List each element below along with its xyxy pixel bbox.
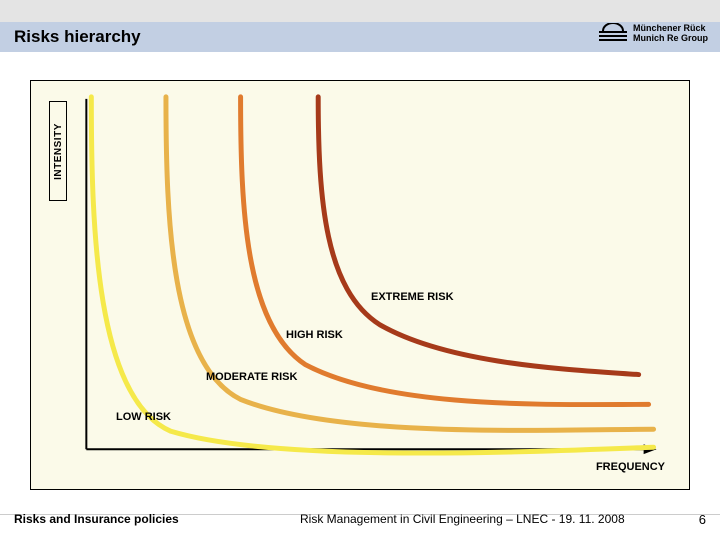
label-extreme: EXTREME RISK xyxy=(371,291,454,303)
y-axis-label-box: INTENSITY xyxy=(49,101,67,201)
x-axis-label: FREQUENCY xyxy=(596,461,665,473)
logo-line2: Munich Re Group xyxy=(633,34,708,44)
axis-arrows xyxy=(86,99,656,454)
footer-left: Risks and Insurance policies xyxy=(14,512,179,526)
top-gray-bar xyxy=(0,0,720,22)
risk-chart: INTENSITY LOW RISK MODERATE RISK HIGH RISK… xyxy=(30,80,690,490)
chart-svg xyxy=(31,81,689,489)
label-moderate: MODERATE RISK xyxy=(206,371,297,383)
footer-right: Risk Management in Civil Engineering – L… xyxy=(300,512,625,526)
logo: Münchener Rück Munich Re Group xyxy=(599,23,708,45)
y-axis-label: INTENSITY xyxy=(53,123,64,180)
slide-title: Risks hierarchy xyxy=(14,27,141,47)
curve-high xyxy=(241,97,649,405)
curve-extreme xyxy=(318,97,638,375)
logo-text: Münchener Rück Munich Re Group xyxy=(633,24,708,44)
slide-footer: Risks and Insurance policies Risk Manage… xyxy=(0,506,720,532)
risk-curves xyxy=(91,97,653,453)
label-high: HIGH RISK xyxy=(286,329,343,341)
slide-header: Risks hierarchy Münchener Rück Munich Re… xyxy=(0,22,720,52)
munich-re-icon xyxy=(599,23,627,45)
page-number: 6 xyxy=(699,512,706,527)
label-low: LOW RISK xyxy=(116,411,171,423)
